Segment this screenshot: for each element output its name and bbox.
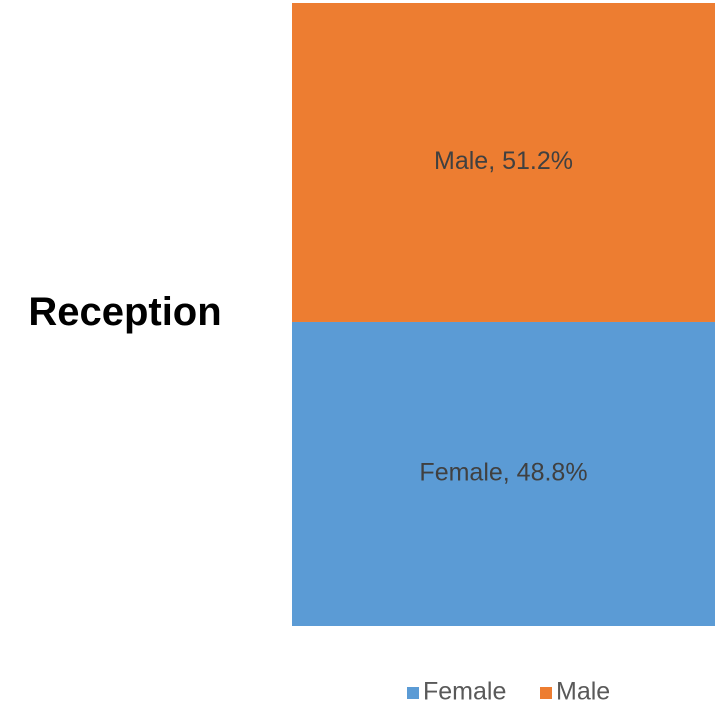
legend-swatch [407, 687, 419, 699]
legend-label: Male [556, 678, 610, 706]
data-label: Male, 51.2% [434, 147, 573, 175]
bar-segment [292, 3, 715, 322]
legend-label: Female [423, 678, 506, 706]
data-label: Female, 48.8% [419, 459, 587, 487]
category-label: Reception [28, 290, 221, 334]
legend-swatch [540, 687, 552, 699]
bar-segment [292, 321, 715, 626]
